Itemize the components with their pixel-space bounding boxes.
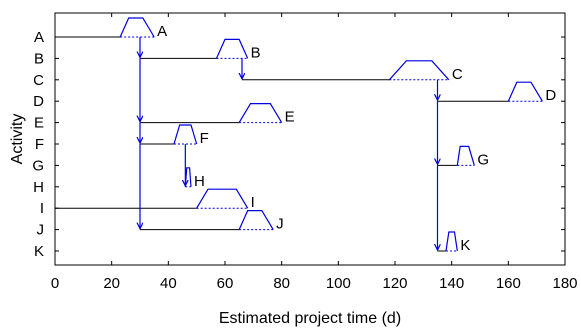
duration-distribution <box>119 17 155 38</box>
y-tick-label: A <box>34 29 44 46</box>
activity-label: B <box>251 44 261 61</box>
y-tick-label: G <box>32 157 44 174</box>
x-tick-label: 0 <box>51 275 59 292</box>
duration-distribution <box>388 60 450 81</box>
x-tick-label: 180 <box>552 275 577 292</box>
duration-distribution <box>456 145 475 166</box>
activity-label: A <box>157 23 167 40</box>
x-axis-label: Estimated project time (d) <box>219 310 401 327</box>
duration-distribution <box>173 124 198 145</box>
x-tick-label: 20 <box>103 275 120 292</box>
duration-distribution <box>238 102 283 123</box>
y-tick-label: F <box>35 136 44 153</box>
x-tick-label: 160 <box>496 275 521 292</box>
y-tick-label: H <box>33 179 44 196</box>
x-tick-label: 40 <box>160 275 177 292</box>
y-tick-label: C <box>33 72 44 89</box>
y-tick-label: E <box>34 115 44 132</box>
plot-area-frame <box>54 12 566 266</box>
x-tick-label: 80 <box>273 275 290 292</box>
y-tick-label: B <box>34 50 44 67</box>
y-tick-label: D <box>33 93 44 110</box>
activity-label: K <box>460 237 470 254</box>
y-tick-label: K <box>34 243 44 260</box>
axis-ticks <box>54 13 566 265</box>
duration-distribution <box>507 81 543 102</box>
activity-label: C <box>452 66 463 83</box>
activity-label: G <box>477 151 489 168</box>
duration-distribution <box>196 188 249 209</box>
activity-label: F <box>200 130 209 147</box>
x-tick-label: 120 <box>382 275 407 292</box>
duration-distribution <box>215 38 249 59</box>
activity-label: E <box>285 109 295 126</box>
activity-label: I <box>251 194 255 211</box>
chart-labels: 0 20 40 60 80 100 120 140 160 180ABCDEFGHIJKABCDE… <box>32 23 577 292</box>
x-tick-label: 140 <box>439 275 464 292</box>
activity-label: D <box>545 87 556 104</box>
chart-marks <box>55 17 543 252</box>
x-tick-label: 60 <box>217 275 234 292</box>
duration-distribution <box>184 167 192 187</box>
duration-distribution <box>445 231 458 252</box>
x-tick-label: 100 <box>326 275 351 292</box>
y-tick-label: J <box>37 222 45 239</box>
activity-label: H <box>194 173 205 190</box>
y-tick-label: I <box>40 200 44 217</box>
duration-distribution <box>238 210 274 230</box>
y-axis-label: Activity <box>9 114 26 165</box>
activity-label: J <box>276 216 284 233</box>
